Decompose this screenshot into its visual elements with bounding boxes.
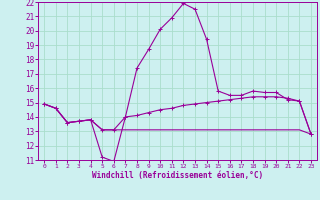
X-axis label: Windchill (Refroidissement éolien,°C): Windchill (Refroidissement éolien,°C) (92, 171, 263, 180)
